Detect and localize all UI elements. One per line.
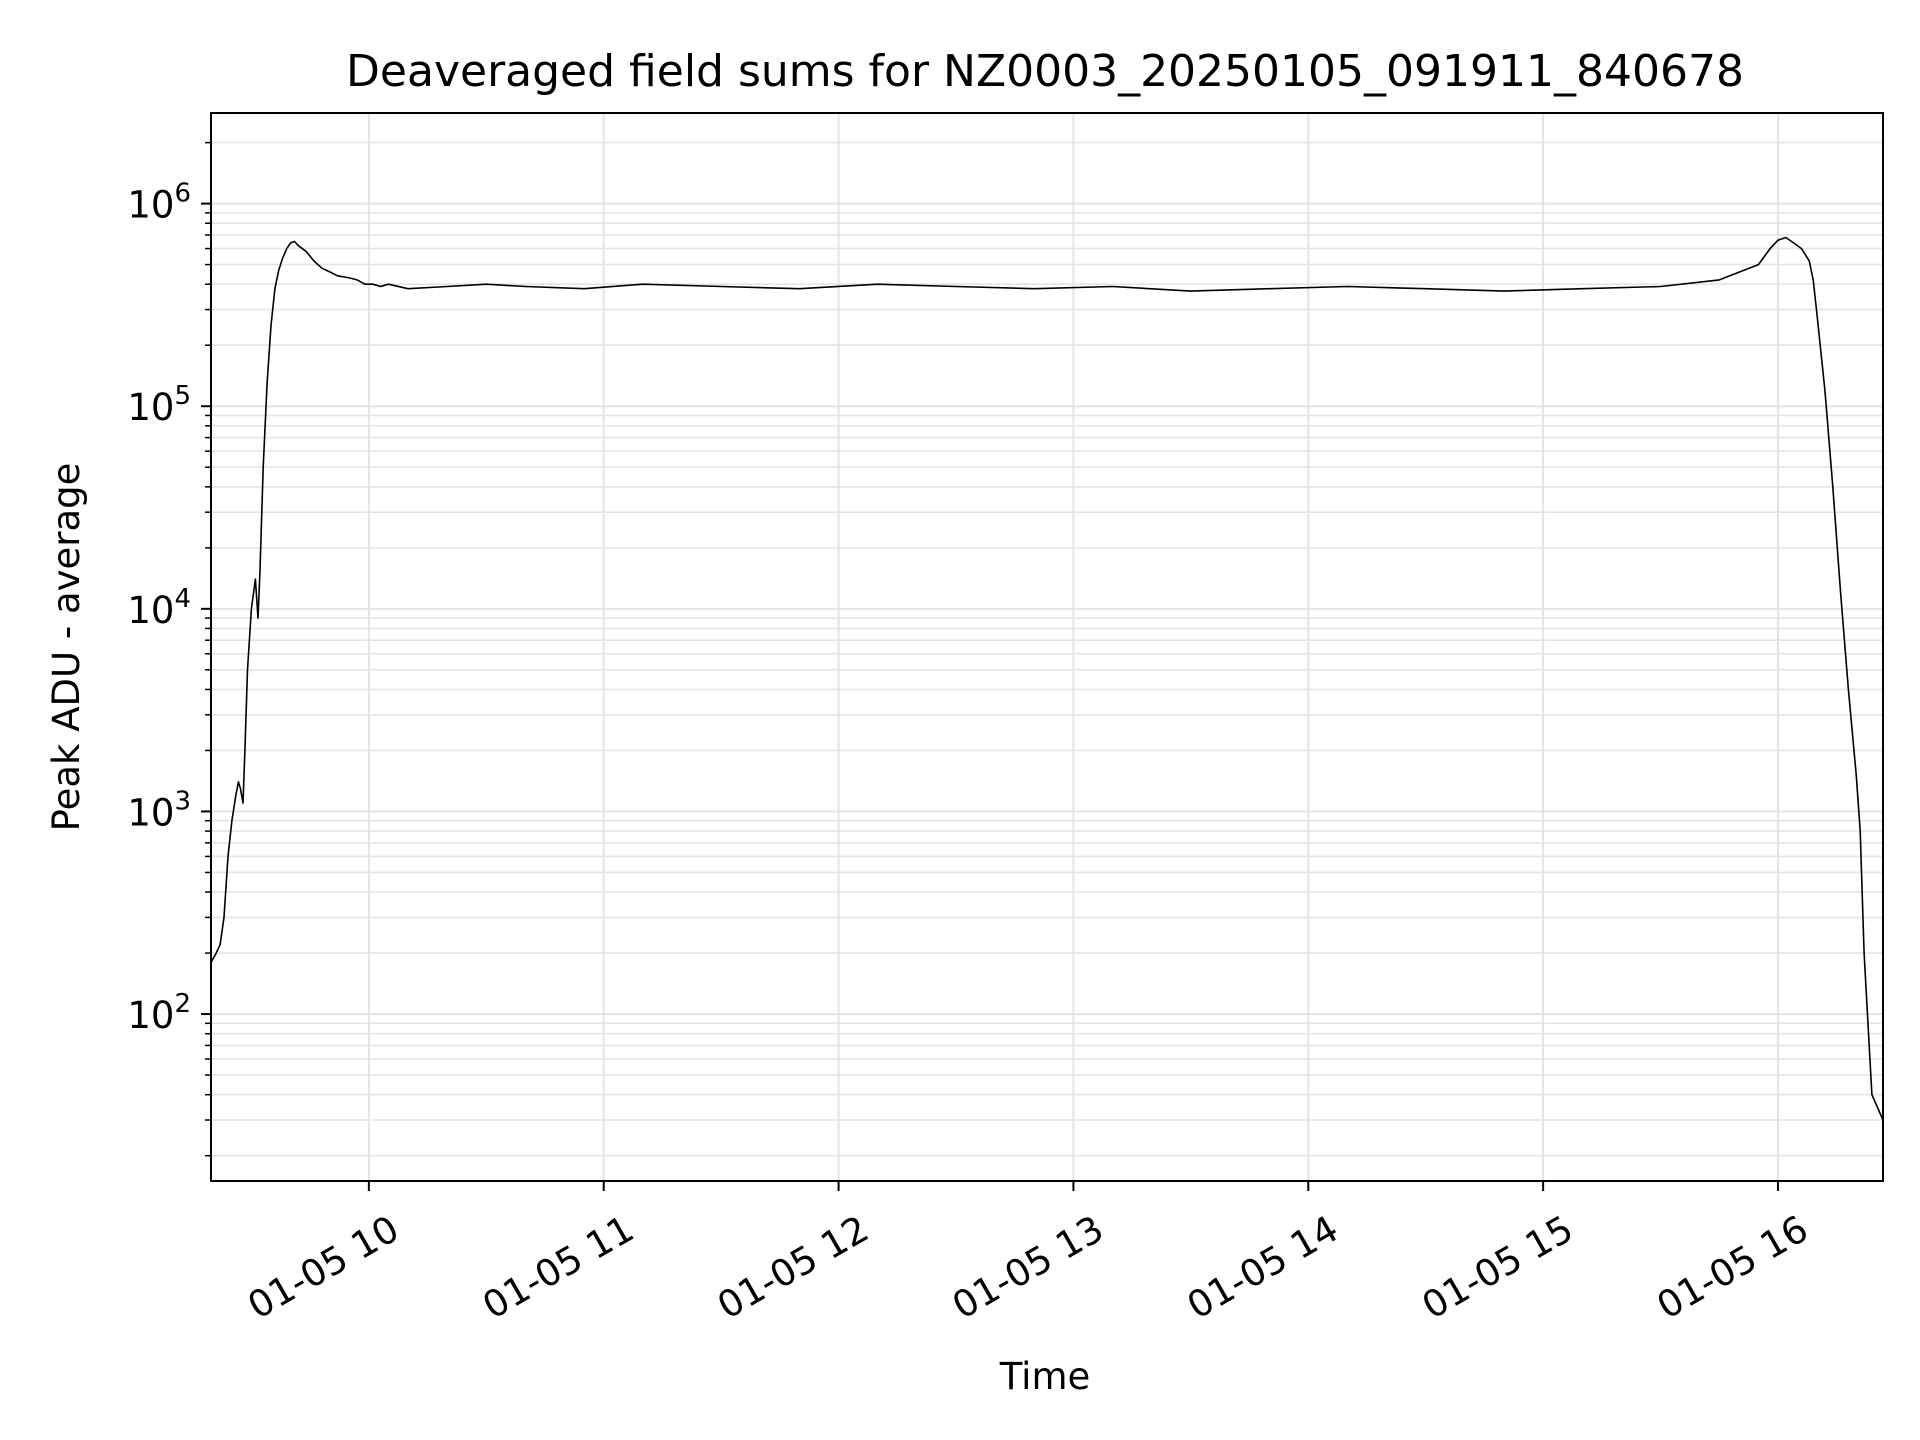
- y-axis-ticks: 102 103 104 105 106: [127, 141, 211, 1157]
- y-tick-label: 104: [127, 584, 191, 632]
- x-axis-label: Time: [999, 1355, 1091, 1398]
- x-tick-label: 01-05 10: [241, 1207, 407, 1327]
- x-axis-ticks: 01-05 10 01-05 11 01-05 12 01-05 13 01-05 14…: [241, 1181, 1816, 1328]
- x-tick-label: 01-05 11: [475, 1207, 641, 1327]
- plot-frame: [210, 112, 1884, 1182]
- y-tick-label: 103: [127, 786, 191, 834]
- x-tick-label: 01-05 13: [945, 1207, 1111, 1327]
- x-tick-label: 01-05 14: [1180, 1207, 1346, 1327]
- series-line: [210, 236, 1884, 1121]
- y-axis-label: Peak ADU - average: [45, 463, 88, 832]
- x-tick-label: 01-05 12: [710, 1207, 876, 1327]
- chart-title: Deaveraged field sums for NZ0003_2025010…: [346, 46, 1744, 97]
- y-tick-label: 106: [127, 179, 191, 227]
- y-gridlines: [211, 141, 1883, 1157]
- x-tick-label: 01-05 15: [1415, 1207, 1581, 1327]
- x-tick-label: 01-05 16: [1650, 1207, 1816, 1327]
- y-tick-label: 105: [127, 381, 191, 429]
- x-gridlines: [367, 113, 1779, 1181]
- y-tick-label: 102: [127, 989, 191, 1037]
